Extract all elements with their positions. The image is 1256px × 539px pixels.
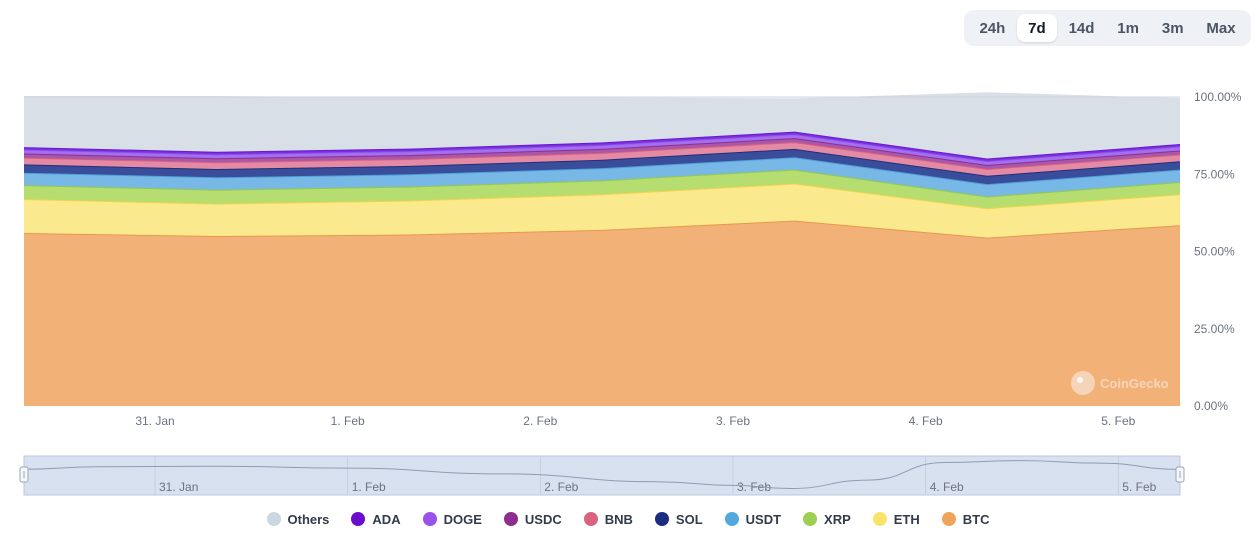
- chart-legend: Others ADA DOGE USDC BNB SOL USDT XRP ETH BTC: [0, 508, 1256, 530]
- legend-item-eth[interactable]: ETH: [872, 511, 920, 527]
- y-tick-label: 25.00%: [1194, 322, 1235, 336]
- range-1m-button[interactable]: 1m: [1106, 14, 1151, 42]
- legend-dot-icon: [724, 512, 739, 526]
- legend-dot-icon: [583, 512, 598, 526]
- y-tick-label: 75.00%: [1194, 167, 1235, 181]
- legend-item-doge[interactable]: DOGE: [422, 511, 482, 527]
- area-eth[interactable]: [24, 183, 1180, 238]
- area-xrp[interactable]: [24, 169, 1180, 209]
- navigator-tick-label: 2. Feb: [544, 480, 578, 494]
- legend-label: XRP: [824, 511, 851, 527]
- legend-label: USDT: [745, 511, 782, 527]
- legend-item-xrp[interactable]: XRP: [803, 512, 851, 527]
- legend-dot-icon: [872, 512, 887, 526]
- x-axis: 31. Jan 1. Feb 2. Feb 3. Feb 4. Feb 5. Feb: [135, 414, 1135, 428]
- legend-label: BNB: [604, 511, 633, 527]
- legend-dot-icon: [654, 512, 669, 526]
- legend-item-usdt[interactable]: USDT: [724, 511, 782, 527]
- time-range-selector: 24h 7d 14d 1m 3m Max: [964, 10, 1251, 46]
- area-btc[interactable]: [24, 220, 1180, 406]
- range-14d-button[interactable]: 14d: [1057, 14, 1106, 42]
- navigator-tick-label: 4. Feb: [930, 480, 964, 494]
- legend-dot-icon: [266, 512, 281, 526]
- legend-label: DOGE: [443, 511, 482, 527]
- navigator-tick-label: 3. Feb: [737, 480, 771, 494]
- x-tick-label: 3. Feb: [716, 414, 750, 428]
- area-usdt[interactable]: [24, 157, 1180, 197]
- navigator-tick-label: 5. Feb: [1122, 480, 1156, 494]
- x-tick-label: 1. Feb: [331, 414, 365, 428]
- coingecko-watermark: CoinGecko: [1071, 371, 1169, 395]
- legend-item-ada[interactable]: ADA: [351, 511, 401, 527]
- legend-item-usdc[interactable]: USDC: [503, 511, 562, 527]
- watermark-text: CoinGecko: [1100, 376, 1169, 391]
- area-bnb[interactable]: [24, 142, 1180, 176]
- legend-dot-icon: [941, 512, 956, 526]
- legend-label: ETH: [893, 511, 920, 527]
- range-3m-button[interactable]: 3m: [1150, 14, 1195, 42]
- y-tick-label: 100.00%: [1194, 90, 1242, 104]
- navigator-tick-label: 1. Feb: [352, 480, 386, 494]
- range-7d-button[interactable]: 7d: [1016, 14, 1058, 42]
- x-tick-label: 2. Feb: [523, 414, 557, 428]
- legend-item-btc[interactable]: BTC: [941, 511, 990, 527]
- x-tick-label: 31. Jan: [135, 414, 174, 428]
- legend-dot-icon: [422, 512, 437, 526]
- range-24h-button[interactable]: 24h: [968, 14, 1017, 42]
- x-tick-label: 4. Feb: [909, 414, 943, 428]
- legend-item-sol[interactable]: SOL: [654, 511, 703, 527]
- legend-dot-icon: [503, 512, 518, 526]
- navigator[interactable]: 31. Jan 1. Feb 2. Feb 3. Feb 4. Feb 5. Feb: [19, 455, 1185, 496]
- navigator-series-line: [23, 460, 1181, 490]
- legend-label: Others: [287, 511, 330, 527]
- legend-dot-icon: [803, 512, 818, 526]
- legend-item-bnb[interactable]: BNB: [583, 511, 633, 527]
- legend-label: SOL: [675, 511, 703, 527]
- legend-label: BTC: [962, 511, 990, 527]
- legend-dot-icon: [351, 512, 366, 526]
- gecko-eye-icon: [1077, 377, 1083, 383]
- range-max-button[interactable]: Max: [1195, 14, 1247, 42]
- legend-label: USDC: [524, 511, 562, 527]
- navigator-tick-label: 31. Jan: [159, 480, 198, 494]
- x-tick-label: 5. Feb: [1101, 414, 1135, 428]
- navigator-mask: [23, 455, 1181, 496]
- y-tick-label: 0.00%: [1194, 399, 1228, 413]
- y-axis: 0.00% 25.00% 50.00% 75.00% 100.00%: [1194, 90, 1242, 413]
- y-tick-label: 50.00%: [1194, 245, 1235, 259]
- legend-label: ADA: [372, 511, 401, 527]
- legend-item-others[interactable]: Others: [266, 511, 330, 527]
- stacked-areas: [23, 92, 1181, 406]
- area-sol[interactable]: [24, 148, 1180, 185]
- gecko-logo-icon: [1071, 371, 1095, 395]
- area-others[interactable]: [24, 93, 1180, 159]
